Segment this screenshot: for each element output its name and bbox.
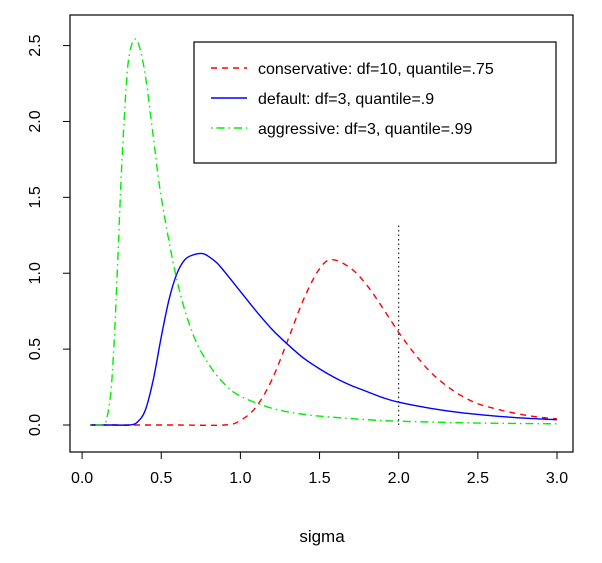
x-tick-label: 3.0 bbox=[546, 470, 568, 487]
x-axis: 0.0 0.5 1.0 1.5 2.0 2.5 3.0 bbox=[71, 451, 568, 487]
legend-label: aggressive: df=3, quantile=.99 bbox=[258, 121, 472, 138]
legend-label: default: df=3, quantile=.9 bbox=[258, 91, 434, 108]
x-tick-label: 0.5 bbox=[150, 470, 172, 487]
legend: conservative: df=10, quantile=.75 default… bbox=[193, 41, 557, 164]
legend-label: conservative: df=10, quantile=.75 bbox=[258, 61, 494, 78]
series-line-solid bbox=[89, 252, 558, 426]
y-tick-label: 1.0 bbox=[27, 262, 44, 284]
y-tick-label: 2.5 bbox=[27, 34, 44, 56]
y-tick-label: 0.5 bbox=[27, 338, 44, 360]
x-tick-label: 0.0 bbox=[71, 470, 93, 487]
y-tick-label: 1.5 bbox=[27, 186, 44, 208]
y-tick-label: 0.0 bbox=[27, 414, 44, 436]
x-tick-label: 2.5 bbox=[467, 470, 489, 487]
series-line-dotdash bbox=[89, 38, 558, 426]
curves bbox=[89, 38, 558, 427]
x-tick-label: 2.0 bbox=[388, 470, 410, 487]
y-tick-label: 2.0 bbox=[27, 110, 44, 132]
x-tick-label: 1.5 bbox=[308, 470, 330, 487]
series-line-dashed bbox=[89, 258, 558, 427]
legend-box bbox=[193, 41, 557, 164]
y-axis: 0.0 0.5 1.0 1.5 2.0 2.5 bbox=[27, 34, 71, 436]
x-tick-label: 1.0 bbox=[229, 470, 251, 487]
x-axis-title: sigma bbox=[299, 527, 345, 546]
